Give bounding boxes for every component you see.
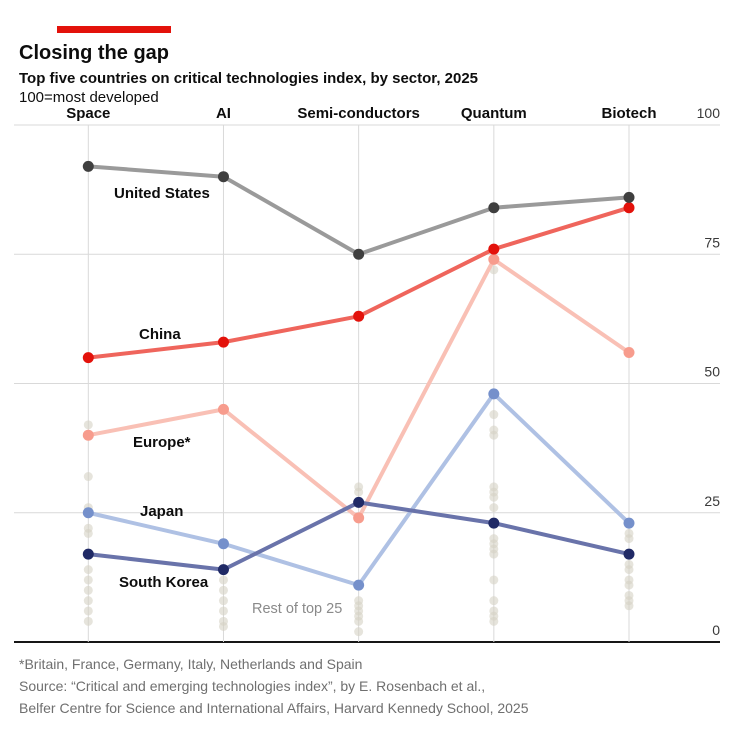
accent-bar [57,26,171,33]
page-title: Closing the gap [19,42,169,64]
chart-footer: *Britain, France, Germany, Italy, Nether… [19,653,529,719]
y-axis-tick-label: 50 [704,364,720,380]
rest-dot [489,549,499,559]
rest-dot [489,410,499,420]
category-label: Semi-conductors [297,105,420,122]
rest-dot [83,585,93,595]
rest-dot [489,492,499,502]
series-point [353,579,365,591]
rest-dot [83,596,93,606]
category-label: Space [66,105,110,122]
y-axis-tick-label: 25 [704,493,720,509]
rest-dot [354,616,364,626]
source-line-1: Source: “Critical and emerging technolog… [19,678,486,694]
series-point [353,248,365,260]
y-axis-tick-label: 75 [704,234,720,250]
series-point [82,160,94,172]
series-point [217,538,229,550]
series-point [623,202,635,214]
category-label: Quantum [461,105,527,122]
series-point [82,352,94,364]
rest-dot [624,534,634,544]
series-label-united-states: United States [114,185,210,202]
rest-dot [354,627,364,637]
rest-dot [624,580,634,590]
series-label-europe: Europe* [133,434,191,451]
chart-unit-note: 100=most developed [19,89,159,106]
rest-dot [83,616,93,626]
series-point [488,388,500,400]
y-axis-tick-label: 0 [712,622,720,638]
rest-dot [218,585,228,595]
rest-dot [83,606,93,616]
series-point [353,310,365,322]
category-label: AI [216,105,231,122]
series-point [488,202,500,214]
source-line-2: Belfer Centre for Science and Internatio… [19,700,529,716]
rest-dot [83,565,93,575]
series-point [353,512,365,524]
footnote: *Britain, France, Germany, Italy, Nether… [19,656,363,672]
rest-dot [83,420,93,430]
rest-dot [218,575,228,585]
series-point [488,517,500,529]
rest-dot [83,472,93,482]
rest-dot [489,575,499,585]
rest-dot [218,596,228,606]
series-point [82,507,94,519]
series-label-japan: Japan [140,503,184,520]
rest-dot [354,487,364,497]
rest-dot [489,503,499,513]
y-axis-tick-label: 100 [697,105,721,121]
rest-dot [489,596,499,606]
series-point [623,548,635,560]
chart-subtitle: Top five countries on critical technolog… [19,70,479,87]
series-point [82,548,94,560]
rest-dot [624,601,634,611]
series-label-south-korea: South Korea [119,574,209,591]
series-point [488,243,500,255]
rest-dot [624,565,634,575]
chart-canvas: 0 25 50 75 100 Space AI Semi-conductors Quantum B… [14,105,721,643]
rest-dot [489,430,499,440]
rest-dot [218,621,228,631]
rest-dot [83,575,93,585]
series-point [353,496,365,508]
series-point [623,517,635,529]
rest-dot [489,616,499,626]
series-point [623,346,635,358]
rest-dot [218,606,228,616]
category-label: Biotech [601,105,656,122]
rest-dot [83,528,93,538]
series-point [488,253,500,265]
series-point [623,191,635,203]
series-point [82,429,94,441]
rest-of-top25-label: Rest of top 25 [252,601,343,617]
series-point [217,564,229,576]
series-label-china: China [139,326,181,343]
series-point [217,171,229,183]
series-point [217,403,229,415]
series-point [217,336,229,348]
